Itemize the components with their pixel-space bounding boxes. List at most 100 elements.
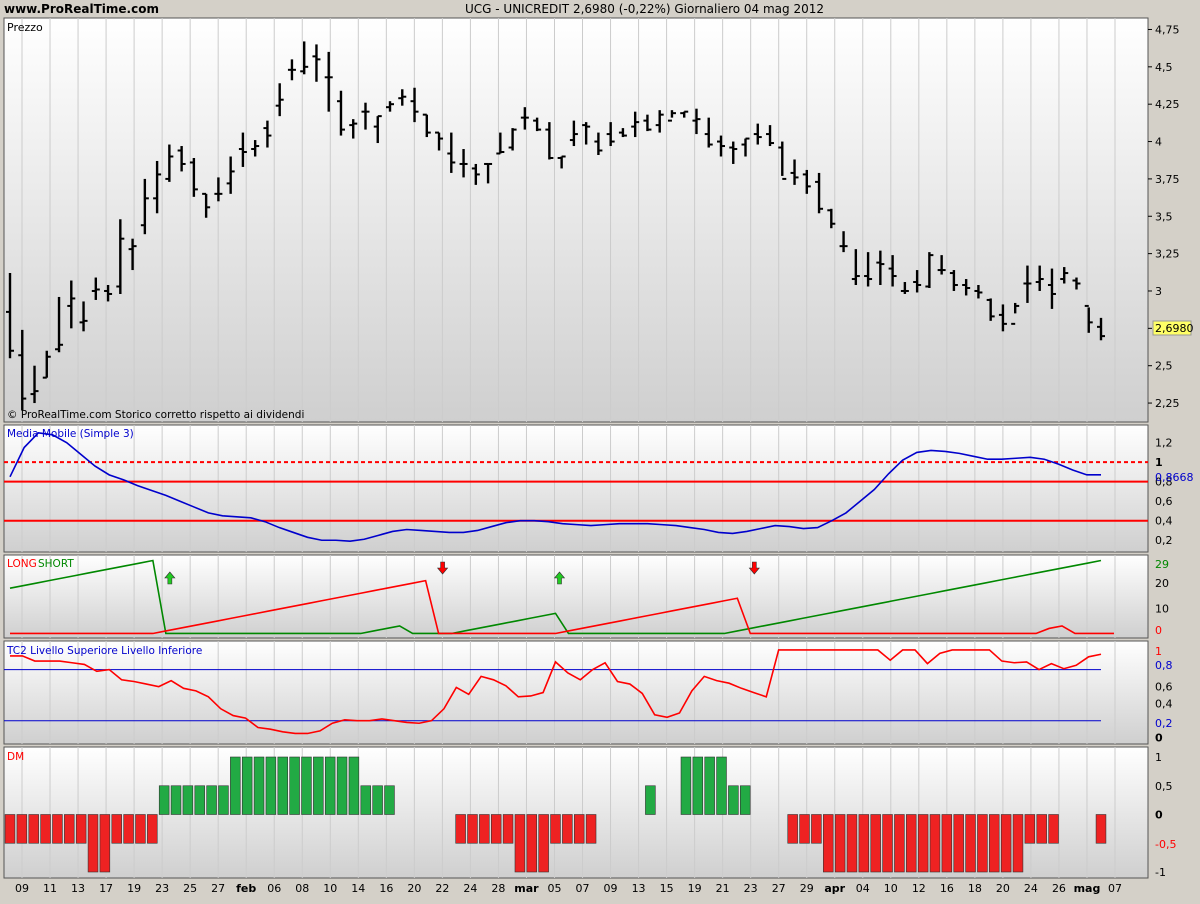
- dm-bar-up: [372, 785, 383, 815]
- ma-last-value: 0,8668: [1155, 471, 1194, 484]
- x-tick-label: 28: [491, 882, 505, 895]
- dm-bar-down: [1036, 814, 1047, 844]
- y-tick-label: 0,5: [1155, 780, 1173, 793]
- last-price-value: 2,6980: [1155, 322, 1194, 335]
- dm-bar-down: [573, 814, 585, 844]
- dm-bar-down: [16, 814, 28, 844]
- x-tick-label: 04: [856, 882, 870, 895]
- x-tick-label: 20: [996, 882, 1010, 895]
- dm-bar-down: [834, 814, 846, 873]
- x-tick-label: 16: [379, 882, 393, 895]
- dm-bar-down: [1012, 814, 1024, 873]
- dm-bar-down: [953, 814, 964, 873]
- dm-bar-up: [194, 785, 205, 815]
- dm-bar-up: [265, 756, 277, 815]
- x-tick-label: 16: [940, 882, 954, 895]
- dm-bar-down: [467, 814, 478, 844]
- x-axis: 09 11 13 17 19 23 25 27 feb 06 08 10 14 16 20 22 24 28 mar…: [15, 882, 1122, 895]
- long-signal-arrow-icon: [164, 571, 176, 585]
- dm-bar-up: [218, 785, 229, 815]
- dm-bar-down: [550, 814, 561, 844]
- tc2-panel-label: TC2 Livello Superiore Livello Inferiore: [6, 645, 202, 657]
- dm-bar-down: [906, 814, 917, 873]
- tc2-y-axis: 0,6 0,4 0: [1155, 681, 1173, 745]
- dm-bar-down: [846, 814, 858, 873]
- x-tick-label: 09: [15, 882, 29, 895]
- dm-bar-up: [680, 756, 692, 815]
- dm-bar-up: [158, 785, 170, 815]
- ma-panel-label: Media Mobile (Simple 3): [7, 428, 134, 440]
- ls-grid: [21, 555, 1116, 638]
- y-tick-label: 3,25: [1155, 248, 1180, 261]
- signal-arrows: [164, 561, 760, 585]
- dm-bar-down: [99, 814, 111, 873]
- dm-panel-label: DM: [7, 751, 24, 763]
- dm-bar-down: [502, 814, 514, 844]
- site-name[interactable]: www.ProRealTime.com: [4, 2, 159, 16]
- price-bars: [6, 41, 1105, 411]
- long-label: LONG: [7, 558, 37, 570]
- dm-bar-up: [645, 785, 656, 815]
- dm-bar-down: [514, 814, 526, 873]
- tc2-grid: [21, 641, 1116, 744]
- short-signal-arrow-icon: [748, 561, 760, 575]
- x-tick-label: 29: [800, 882, 814, 895]
- x-tick-label: 05: [547, 882, 561, 895]
- dm-y-axis: 1 0,5 0 -1: [1155, 751, 1173, 879]
- x-tick-label: 26: [1052, 882, 1066, 895]
- y-tick-label: 0,6: [1155, 495, 1173, 508]
- dm-bar-down: [858, 814, 870, 873]
- dm-bar-down: [147, 814, 158, 844]
- ma-thresholds: [4, 461, 1148, 522]
- tc2-last-value: 1: [1155, 645, 1162, 658]
- dm-bar-up: [301, 756, 312, 815]
- dm-bar-down: [811, 814, 822, 844]
- long-signal-arrow-icon: [553, 571, 566, 585]
- dm-bar-down: [526, 814, 538, 873]
- y-tick-label: -1: [1155, 866, 1166, 879]
- x-tick-label: 09: [604, 882, 618, 895]
- price-footer: © ProRealTime.com Storico corretto rispe…: [7, 409, 304, 421]
- dm-bar-down: [562, 814, 573, 844]
- dm-bar-up: [716, 756, 727, 815]
- x-tick-label: 06: [267, 882, 281, 895]
- dm-bar-down: [4, 814, 16, 844]
- dm-bar-down: [1048, 814, 1059, 844]
- short-signal-arrow-icon: [436, 561, 449, 575]
- x-tick-label: 27: [211, 882, 225, 895]
- dm-bar-down: [585, 814, 597, 844]
- x-tick-label: 25: [183, 882, 197, 895]
- short-label: SHORT: [38, 558, 74, 570]
- dm-bar-down: [490, 814, 502, 844]
- dm-bar-down: [977, 814, 988, 873]
- dm-bar-up: [206, 785, 217, 815]
- last-price-badge: [1152, 320, 1192, 336]
- dm-bar-down: [917, 814, 929, 873]
- long-last-value: 29: [1155, 558, 1169, 571]
- ls-panel-bg: [3, 554, 1149, 639]
- dm-bar-down: [989, 814, 1000, 873]
- short-line: [10, 579, 1114, 635]
- x-tick-label: 22: [435, 882, 449, 895]
- y-tick-label: 0,4: [1155, 698, 1173, 711]
- x-tick-label: 20: [407, 882, 421, 895]
- x-tick-label: apr: [824, 882, 845, 895]
- dm-bars: [4, 756, 1107, 873]
- x-tick-label: 27: [772, 882, 786, 895]
- dm-last-value: -0,5: [1155, 838, 1176, 851]
- dm-bar-up: [241, 756, 253, 815]
- tc2-panel-bg: [3, 640, 1149, 745]
- dm-bar-down: [28, 814, 39, 844]
- x-tick-label: 24: [463, 882, 477, 895]
- x-tick-label: 13: [632, 882, 646, 895]
- x-tick-label: 17: [99, 882, 113, 895]
- y-tick-label: 4,75: [1155, 23, 1180, 36]
- x-tick-label: 24: [1024, 882, 1038, 895]
- dm-bar-down: [870, 814, 881, 873]
- dm-bar-down: [538, 814, 549, 873]
- y-tick-label: 1,2: [1155, 437, 1173, 450]
- tc2-line: [10, 649, 1102, 735]
